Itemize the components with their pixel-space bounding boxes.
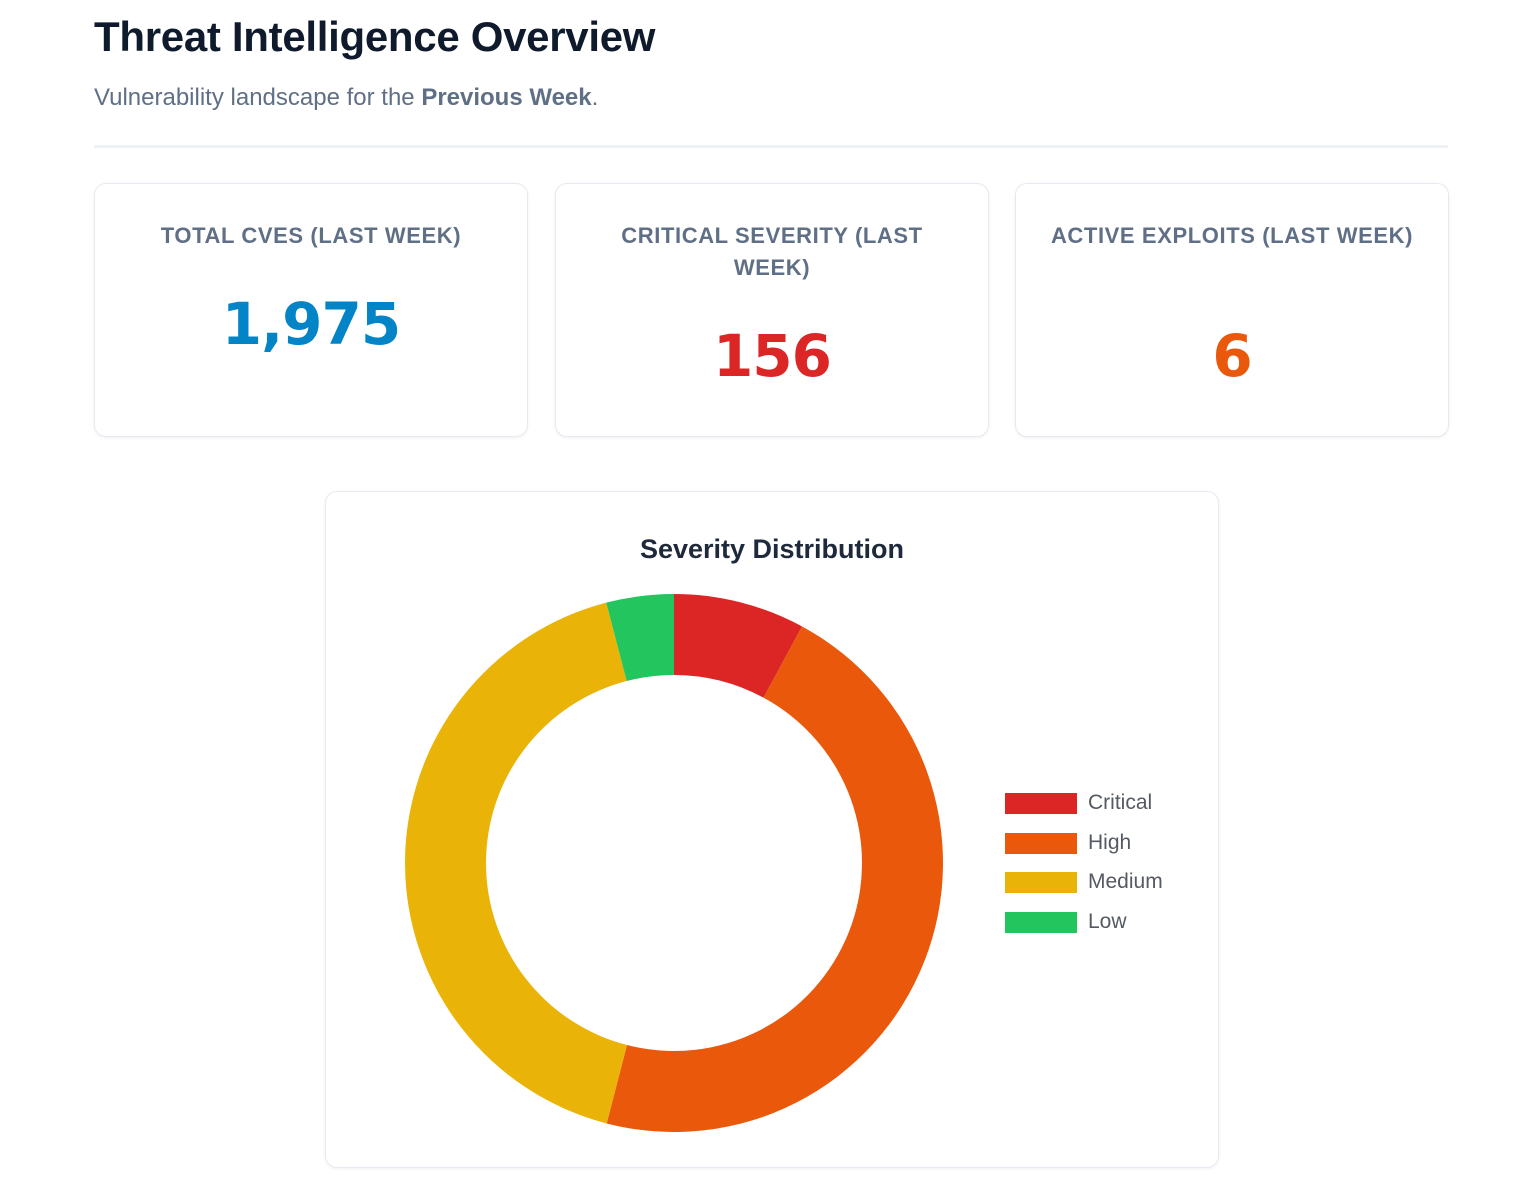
legend-label-low: Low (1088, 909, 1127, 933)
severity-chart-card: Severity Distribution Critical High Medium… (325, 491, 1219, 1168)
legend-swatch-medium (1005, 872, 1077, 893)
legend-label-medium: Medium (1088, 870, 1163, 893)
subtitle-prefix: Vulnerability landscape for the (94, 84, 422, 111)
subtitle-period: Previous Week (421, 84, 592, 111)
stat-label-active-exploits: ACTIVE EXPLOITS (LAST WEEK) (1050, 223, 1414, 248)
donut-slice-low[interactable] (606, 594, 674, 682)
stat-card-critical-severity: CRITICAL SEVERITY (LAST WEEK) 156 (555, 183, 989, 437)
legend-swatch-high (1005, 832, 1077, 854)
chart-title: Severity Distribution (639, 534, 905, 564)
donut-slice-critical[interactable] (674, 594, 803, 698)
subtitle-suffix: . (591, 84, 599, 111)
donut-slice-high[interactable] (606, 626, 943, 1132)
donut-slice-medium[interactable] (405, 602, 627, 1124)
stat-card-active-exploits: ACTIVE EXPLOITS (LAST WEEK) 6 (1015, 183, 1449, 437)
legend-swatch-low (1005, 911, 1077, 933)
stat-value-active-exploits: 6 (1212, 322, 1252, 390)
legend-swatch-critical (1005, 793, 1077, 814)
severity-donut-chart (405, 594, 943, 1132)
stat-label-total-cves: TOTAL CVES (LAST WEEK) (160, 223, 462, 248)
page-subtitle: Vulnerability landscape for the Previous… (94, 82, 598, 114)
stat-label-critical-severity: CRITICAL SEVERITY (LAST WEEK) (621, 223, 923, 280)
page-title: Threat Intelligence Overview (94, 13, 656, 60)
legend-label-high: High (1088, 830, 1132, 854)
dashboard-page: Threat Intelligence Overview Vulnerabili… (94, 0, 1449, 1185)
stat-value-total-cves: 1,975 (221, 290, 401, 358)
stat-card-total-cves: TOTAL CVES (LAST WEEK) 1,975 (94, 183, 528, 437)
stat-value-critical-severity: 156 (712, 322, 832, 390)
header-divider (94, 145, 1448, 148)
legend-label-critical: Critical (1088, 791, 1153, 814)
